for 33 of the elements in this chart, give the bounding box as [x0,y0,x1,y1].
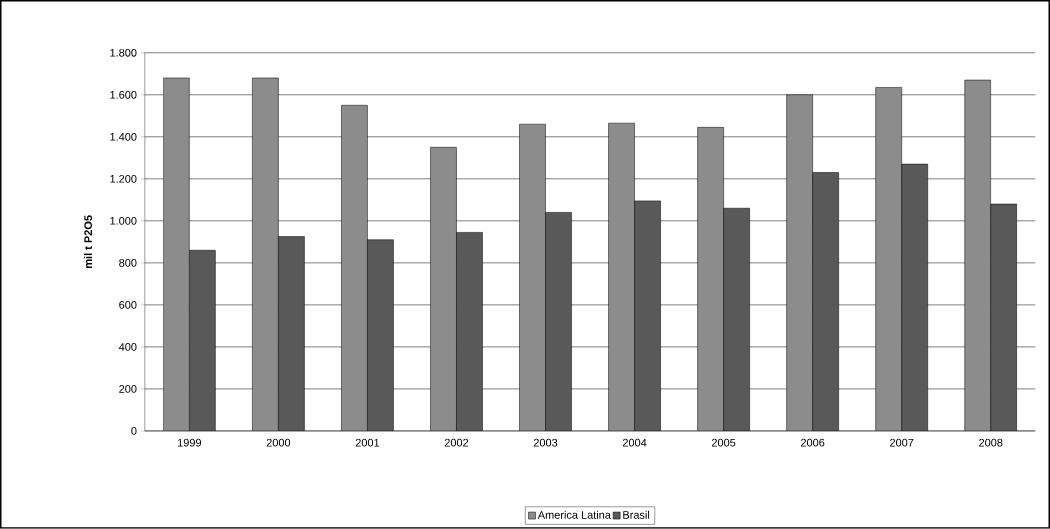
x-tick-label: 2000 [266,438,291,447]
x-tick-label: 1999 [177,438,202,447]
x-tick-label: 2005 [711,438,736,447]
bar [990,203,1017,432]
bar [189,250,216,432]
y-tick-label: 1.400 [110,133,137,141]
y-axis-title: mil t P2O5 [83,215,93,269]
x-tick-label: 2003 [533,438,558,447]
bar [723,208,750,432]
x-tick-label: 2004 [622,438,647,447]
y-tick-label: 1.200 [110,175,137,183]
y-tick-label: 200 [119,385,137,393]
bar [545,212,572,432]
bar [456,232,483,432]
x-tick-label: 2001 [355,438,380,447]
legend-label: Brasil [623,510,650,519]
bar [812,172,839,432]
bar [278,236,305,432]
bar [367,239,394,432]
y-tick-label: 1.600 [110,91,137,99]
y-tick-label: 600 [119,301,137,309]
y-tick-label: 800 [119,259,137,267]
bar [901,163,928,432]
y-tick-label: 400 [118,343,137,351]
x-tick-label: 2007 [890,438,914,447]
legend-label: America Latina [537,510,611,519]
bar [634,200,661,432]
x-tick-label: 2006 [801,438,825,447]
x-tick-label: 2008 [979,438,1003,447]
y-tick-label: 1.000 [110,217,137,225]
x-tick-label: 2002 [444,438,469,447]
y-tick-label: 0 [131,427,137,435]
y-tick-label: 1.800 [110,49,137,57]
